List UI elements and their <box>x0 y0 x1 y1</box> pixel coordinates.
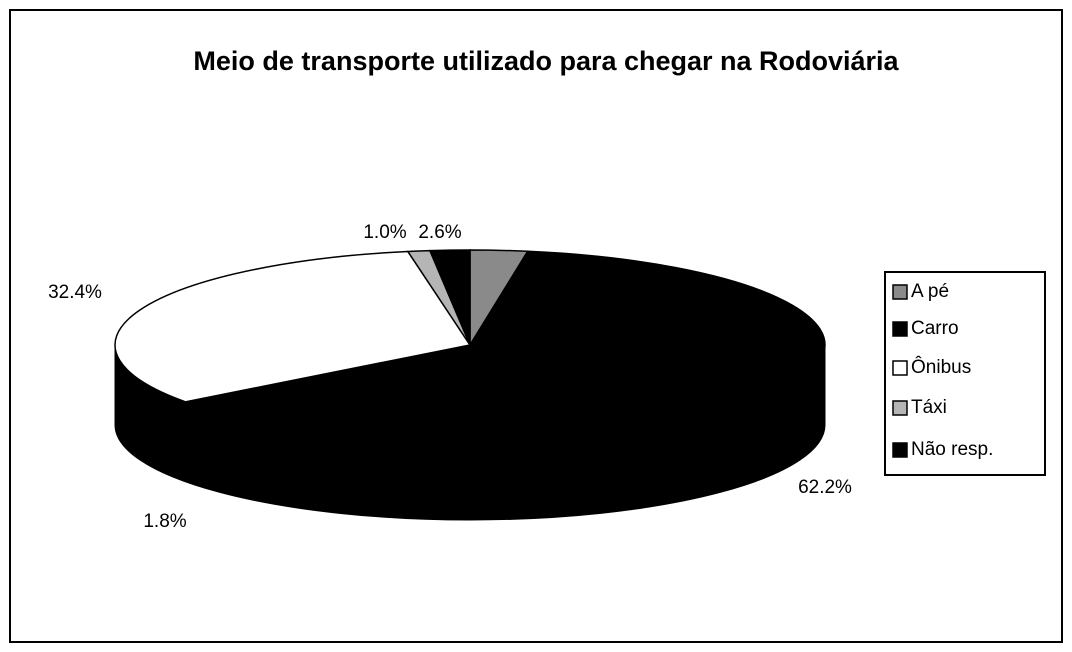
data-label: 1.8% <box>143 511 186 532</box>
legend-label: Ônibus <box>911 356 971 378</box>
pie-slice <box>114 250 472 403</box>
legend-swatch <box>892 360 908 376</box>
legend-swatch <box>892 284 908 300</box>
chart-title: Meio de transporte utilizado para chegar… <box>193 46 899 76</box>
legend-label: Não resp. <box>911 439 993 460</box>
legend-swatch <box>892 442 908 458</box>
pie-slice <box>428 249 471 346</box>
pie-slice <box>182 250 826 441</box>
legend-label: Táxi <box>911 397 947 418</box>
legend-label: A pé <box>911 281 949 302</box>
data-label: 32.4% <box>48 282 102 303</box>
data-label: 62.2% <box>798 477 852 498</box>
legend-label: Carro <box>911 318 959 339</box>
data-label: 2.6% <box>418 222 461 243</box>
legend-swatch <box>892 321 908 337</box>
data-label: 1.0% <box>363 222 406 243</box>
legend-swatch <box>892 400 908 416</box>
legend-box <box>884 271 1046 476</box>
